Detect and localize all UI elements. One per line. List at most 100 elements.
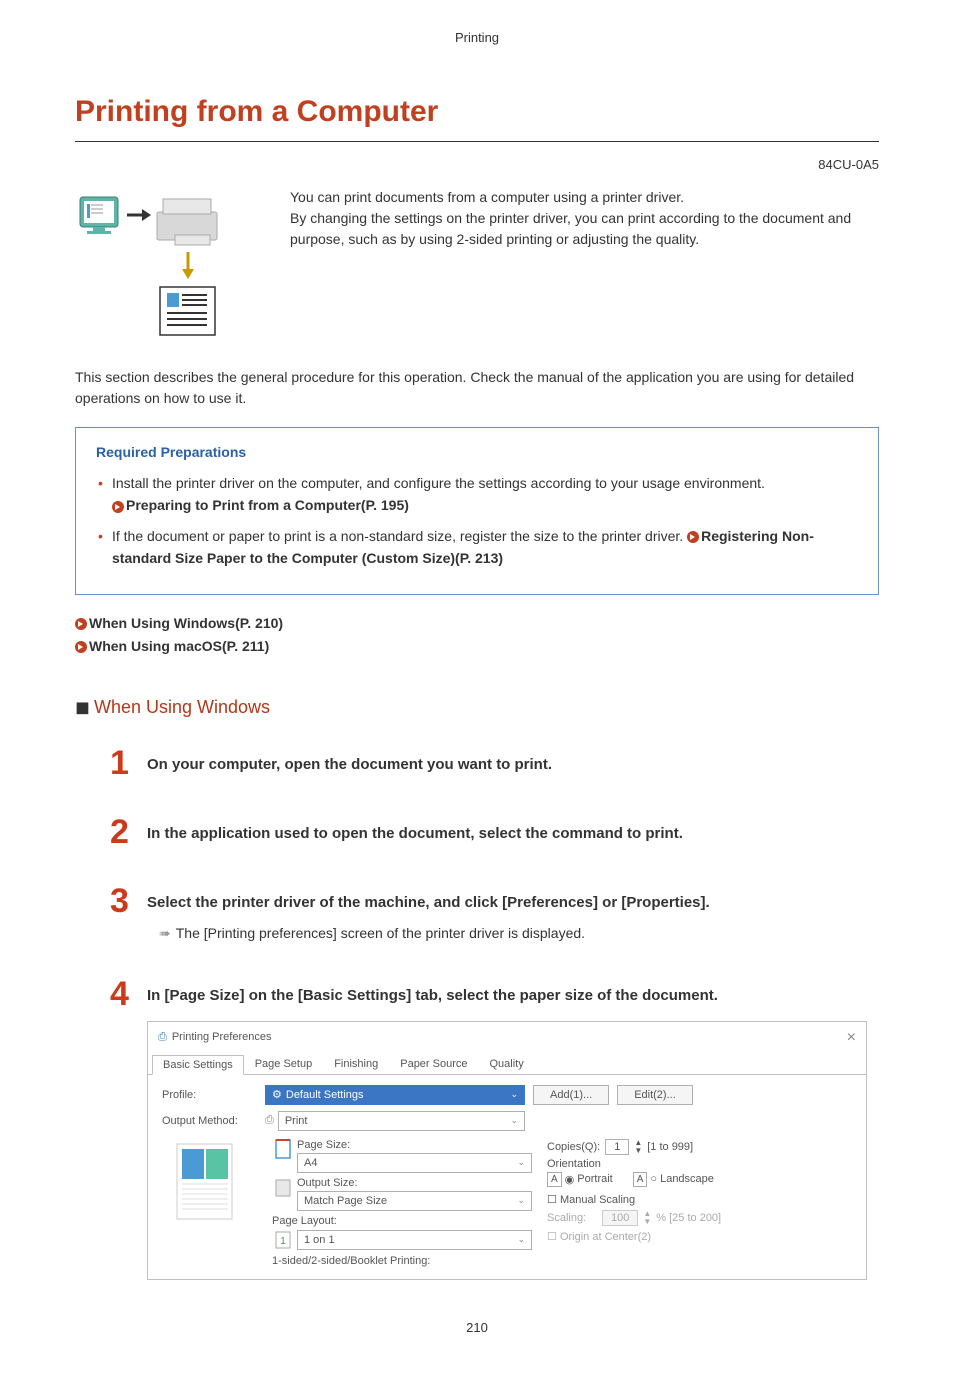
tab-quality[interactable]: Quality <box>479 1054 535 1074</box>
step-3: 3 Select the printer driver of the machi… <box>110 884 879 942</box>
chevron-down-icon: ⌄ <box>517 1157 525 1168</box>
note-arrow-icon: ➠ <box>159 925 171 941</box>
step-title: Select the printer driver of the machine… <box>147 892 879 913</box>
section-heading: ◼When Using Windows <box>75 697 879 718</box>
prep-title: Required Preparations <box>96 444 858 460</box>
profile-label: Profile: <box>162 1089 257 1101</box>
output-size-label: Output Size: <box>297 1177 532 1189</box>
tab-finishing[interactable]: Finishing <box>323 1054 389 1074</box>
printer-icon: ⎙ <box>265 1114 274 1127</box>
portrait-icon: A <box>547 1172 562 1187</box>
page-number: 210 <box>75 1320 879 1335</box>
output-method-label: Output Method: <box>162 1115 257 1127</box>
scaling-input: 100 <box>602 1210 638 1226</box>
spinner-icon[interactable]: ▲▼ <box>634 1139 642 1155</box>
section-square-icon: ◼ <box>75 697 90 717</box>
window-title: Printing Preferences <box>172 1031 272 1043</box>
step-note: ➠ The [Printing preferences] screen of th… <box>159 925 879 942</box>
copies-range: [1 to 999] <box>647 1141 693 1153</box>
step-2: 2 In the application used to open the do… <box>110 815 879 849</box>
required-preparations-box: Required Preparations Install the printe… <box>75 427 879 595</box>
header-category: Printing <box>75 30 879 45</box>
link-arrow-icon <box>75 618 87 630</box>
manual-scaling-checkbox[interactable]: ☐ <box>547 1194 557 1206</box>
step-number: 4 <box>110 977 135 1011</box>
gear-icon: ⚙ <box>272 1088 282 1101</box>
chevron-down-icon: ⌄ <box>510 1089 518 1100</box>
output-method-dropdown[interactable]: Print ⌄ <box>278 1111 525 1131</box>
link-arrow-icon <box>75 641 87 653</box>
preview-pane <box>162 1139 257 1269</box>
screenshot-container: ⎙ Printing Preferences × Basic Settings P… <box>147 1021 879 1280</box>
printing-preferences-window: ⎙ Printing Preferences × Basic Settings P… <box>147 1021 867 1280</box>
landscape-radio[interactable]: ○ <box>650 1173 657 1185</box>
page-layout-dropdown[interactable]: 1 on 1 ⌄ <box>297 1230 532 1250</box>
layout-icon: 1 <box>272 1229 294 1251</box>
output-size-dropdown[interactable]: Match Page Size ⌄ <box>297 1191 532 1211</box>
profile-value: Default Settings <box>286 1089 364 1101</box>
prep-item: If the document or paper to print is a n… <box>96 525 858 570</box>
nav-links: When Using Windows(P. 210) When Using ma… <box>75 613 879 657</box>
printer-icon: ⎙ <box>158 1031 167 1043</box>
step-number: 1 <box>110 746 135 780</box>
manual-scaling-label: Manual Scaling <box>560 1194 635 1206</box>
page-size-value: A4 <box>304 1157 317 1169</box>
section-heading-text: When Using Windows <box>94 697 270 717</box>
origin-checkbox: ☐ <box>547 1231 557 1243</box>
profile-dropdown[interactable]: ⚙ Default Settings ⌄ <box>265 1085 525 1105</box>
chevron-down-icon: ⌄ <box>510 1115 518 1126</box>
step-1: 1 On your computer, open the document yo… <box>110 746 879 780</box>
svg-text:1: 1 <box>280 1236 286 1247</box>
prep-item-text: Install the printer driver on the comput… <box>112 475 765 491</box>
link-arrow-icon <box>687 531 699 543</box>
page-code: 84CU-0A5 <box>75 157 879 172</box>
orientation-label: Orientation <box>547 1158 852 1170</box>
landscape-label: Landscape <box>660 1173 714 1185</box>
nav-link-windows[interactable]: When Using Windows(P. 210) <box>89 615 283 631</box>
scaling-label: Scaling: <box>547 1212 597 1224</box>
step-number: 3 <box>110 884 135 918</box>
page-size-label: Page Size: <box>297 1139 532 1151</box>
chevron-down-icon: ⌄ <box>517 1234 525 1245</box>
output-size-value: Match Page Size <box>304 1195 387 1207</box>
tab-basic-settings[interactable]: Basic Settings <box>152 1055 244 1075</box>
step-number: 2 <box>110 815 135 849</box>
copies-input[interactable]: 1 <box>605 1139 629 1155</box>
portrait-radio[interactable]: ◉ <box>565 1173 575 1186</box>
landscape-icon: A <box>633 1172 648 1187</box>
nav-link-macos[interactable]: When Using macOS(P. 211) <box>89 638 269 654</box>
intro-text: You can print documents from a computer … <box>290 187 879 342</box>
tab-page-setup[interactable]: Page Setup <box>244 1054 324 1074</box>
output-size-icon <box>272 1177 294 1199</box>
portrait-label: Portrait <box>577 1173 612 1185</box>
page-title: Printing from a Computer <box>75 95 879 142</box>
intro-diagram <box>75 187 270 342</box>
spinner-icon: ▲▼ <box>643 1210 651 1226</box>
intro-line2: By changing the settings on the printer … <box>290 210 851 247</box>
step-title: On your computer, open the document you … <box>147 754 879 775</box>
output-method-value: Print <box>285 1115 308 1127</box>
add-button[interactable]: Add(1)... <box>533 1085 609 1105</box>
body-text: This section describes the general proce… <box>75 367 879 409</box>
copies-label: Copies(Q): <box>547 1141 600 1153</box>
step-4: 4 In [Page Size] on the [Basic Settings]… <box>110 977 879 1280</box>
prep-item: Install the printer driver on the comput… <box>96 472 858 517</box>
link-arrow-icon <box>112 501 124 513</box>
scaling-range: % [25 to 200] <box>656 1212 721 1224</box>
origin-label: Origin at Center(2) <box>560 1231 651 1243</box>
close-icon[interactable]: × <box>847 1029 856 1047</box>
page-size-icon <box>272 1139 294 1161</box>
sided-label: 1-sided/2-sided/Booklet Printing: <box>272 1255 532 1267</box>
page-layout-label: Page Layout: <box>272 1215 532 1227</box>
step-note-text: The [Printing preferences] screen of the… <box>176 925 585 941</box>
prep-item-text: If the document or paper to print is a n… <box>112 528 687 544</box>
tabs: Basic Settings Page Setup Finishing Pape… <box>148 1054 866 1074</box>
page-layout-value: 1 on 1 <box>304 1234 335 1246</box>
tab-paper-source[interactable]: Paper Source <box>389 1054 478 1074</box>
edit-button[interactable]: Edit(2)... <box>617 1085 693 1105</box>
intro-line1: You can print documents from a computer … <box>290 189 684 205</box>
prep-link[interactable]: Preparing to Print from a Computer(P. 19… <box>126 497 409 513</box>
chevron-down-icon: ⌄ <box>517 1195 525 1206</box>
page-size-dropdown[interactable]: A4 ⌄ <box>297 1153 532 1173</box>
step-title: In [Page Size] on the [Basic Settings] t… <box>147 985 879 1006</box>
